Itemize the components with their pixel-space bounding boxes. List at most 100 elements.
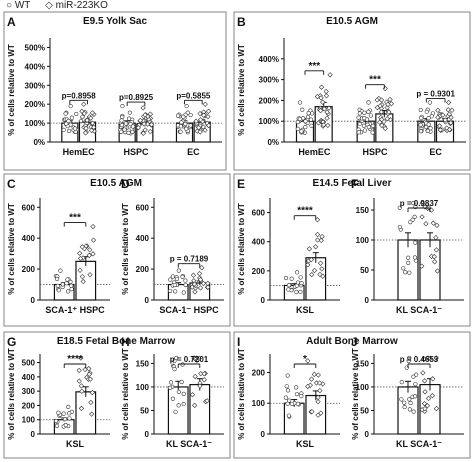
- point-wt: [126, 130, 131, 135]
- point-ko: [202, 101, 208, 107]
- point-ko: [442, 117, 448, 123]
- point-ko: [82, 130, 89, 136]
- y-tick-label: 100: [356, 236, 370, 245]
- point-wt: [283, 395, 289, 400]
- legend: ○ WT ◇ miR-223KO: [6, 0, 120, 11]
- point-ko: [78, 405, 85, 412]
- point-ko: [419, 200, 425, 206]
- point-wt: [56, 410, 61, 415]
- point-ko: [205, 113, 211, 120]
- y-tick-label: 400%: [259, 55, 279, 64]
- point-ko: [423, 221, 429, 227]
- y-tick-label: 400: [22, 373, 36, 382]
- point-ko: [77, 267, 83, 273]
- point-wt: [172, 282, 177, 288]
- point-ko: [430, 220, 436, 226]
- point-wt: [119, 118, 124, 123]
- point-wt: [66, 128, 72, 134]
- point-wt: [72, 126, 78, 131]
- point-ko: [433, 247, 440, 253]
- point-ko: [77, 255, 84, 262]
- y-tick-label: 50: [360, 406, 369, 415]
- point-ko: [197, 383, 203, 389]
- y-tick-label: 100: [252, 399, 266, 408]
- p-value-label: ****: [67, 354, 83, 365]
- y-tick-label: 200: [252, 368, 266, 377]
- point-ko: [318, 95, 324, 101]
- point-ko: [190, 272, 197, 278]
- point-wt: [56, 288, 62, 293]
- point-wt: [175, 113, 181, 118]
- legend-ko-label: miR-223KO: [55, 0, 108, 11]
- point-wt: [181, 114, 186, 119]
- category-label: KSL: [296, 439, 315, 449]
- p-value-label: p = 0.7189: [170, 255, 209, 264]
- point-ko: [309, 409, 315, 415]
- point-wt: [74, 111, 79, 117]
- y-tick-label: 200: [252, 267, 266, 276]
- chart-g: G E18.5 Fetal Bone Marrow% of cells relat…: [7, 335, 175, 449]
- point-wt: [408, 400, 413, 406]
- y-tick-label: 100%: [259, 117, 279, 126]
- point-ko: [135, 125, 141, 131]
- point-wt: [67, 411, 72, 416]
- point-wt: [366, 109, 371, 115]
- point-ko: [437, 127, 444, 133]
- point-wt: [308, 117, 314, 122]
- point-ko: [79, 388, 85, 394]
- panel-letter: J: [351, 335, 358, 349]
- point-wt: [366, 125, 371, 130]
- point-ko: [446, 99, 452, 106]
- point-wt: [58, 268, 63, 273]
- point-ko: [200, 280, 207, 287]
- point-ko: [205, 280, 211, 287]
- point-wt: [411, 201, 416, 206]
- point-wt: [176, 403, 181, 408]
- point-ko: [204, 398, 210, 404]
- point-ko: [193, 118, 199, 124]
- bar-wt: [397, 239, 419, 301]
- point-ko: [88, 115, 94, 121]
- p-value-label: ***: [369, 75, 381, 86]
- point-ko: [434, 222, 440, 229]
- point-ko: [148, 122, 155, 128]
- point-ko: [308, 376, 315, 382]
- point-wt: [303, 119, 308, 124]
- point-ko: [189, 284, 195, 290]
- point-wt: [65, 277, 70, 282]
- point-wt: [412, 214, 417, 219]
- point-ko: [305, 262, 311, 268]
- point-ko: [76, 367, 82, 374]
- point-wt: [418, 107, 423, 113]
- point-ko: [445, 107, 451, 113]
- point-ko: [382, 125, 388, 132]
- point-ko: [319, 266, 325, 272]
- chart-b: B E10.5 AGM % of cells relative to WT 0% 100…: [237, 15, 466, 157]
- point-wt: [368, 113, 374, 118]
- point-wt: [168, 288, 173, 294]
- point-wt: [294, 283, 299, 288]
- point-wt: [407, 397, 412, 402]
- point-wt: [68, 103, 73, 109]
- point-wt: [406, 255, 411, 260]
- point-ko: [379, 116, 385, 123]
- point-wt: [419, 116, 424, 121]
- point-ko: [384, 116, 390, 122]
- point-wt: [413, 382, 418, 387]
- point-wt: [305, 114, 311, 120]
- point-wt: [425, 128, 430, 133]
- point-ko: [311, 267, 318, 274]
- point-ko: [448, 120, 454, 126]
- point-ko: [89, 120, 96, 126]
- point-ko: [90, 237, 97, 243]
- y-tick-label: 150: [136, 359, 150, 368]
- point-wt: [286, 287, 291, 292]
- panel-letter: D: [121, 177, 130, 191]
- legend-wt: ○ WT: [6, 0, 31, 11]
- point-wt: [130, 129, 135, 134]
- point-ko: [444, 125, 450, 131]
- point-wt: [397, 224, 402, 230]
- point-wt: [183, 278, 188, 283]
- y-tick-label: 500: [22, 359, 36, 368]
